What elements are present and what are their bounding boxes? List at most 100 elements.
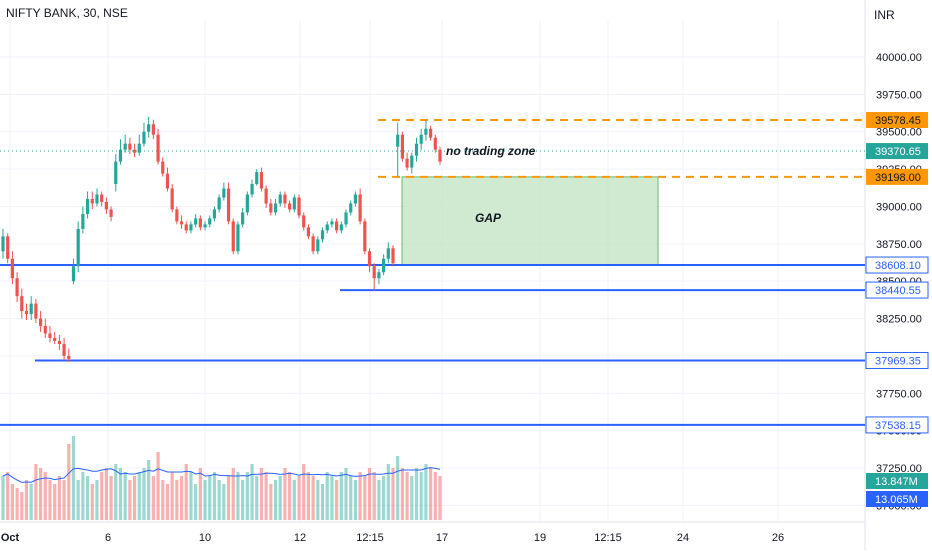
volume-bar: [71, 436, 76, 520]
symbol-title[interactable]: NIFTY BANK, 30, NSE: [6, 6, 128, 20]
volume-bar: [316, 480, 320, 520]
candle-body: [118, 149, 123, 162]
volume-bar: [410, 476, 414, 520]
volume-bar: [15, 488, 19, 520]
volume-bar: [325, 472, 329, 520]
volume-bar: [311, 476, 315, 520]
candle-body: [222, 188, 226, 198]
candle-body: [273, 203, 278, 213]
candle-body: [325, 224, 329, 231]
volume-bar: [142, 468, 146, 520]
volume-bar: [170, 472, 174, 520]
candle-body: [15, 278, 19, 297]
candle-body: [414, 143, 419, 156]
candle-body: [24, 311, 29, 315]
volume-bar: [372, 472, 376, 520]
gap-zone: [401, 176, 659, 266]
volume-bar: [184, 464, 188, 520]
volume-bar: [264, 472, 268, 520]
candle-body: [367, 251, 372, 267]
candle-body: [95, 194, 99, 204]
candle-body: [57, 340, 61, 344]
x-tick-label: 6: [105, 532, 111, 544]
volume-bar: [114, 464, 118, 520]
volume-bar: [81, 472, 85, 520]
candle-body: [245, 194, 249, 213]
volume-bar: [292, 480, 296, 520]
volume-bar: [198, 468, 202, 520]
candle-body: [34, 303, 38, 319]
y-tick-label: 39000.00: [876, 201, 922, 213]
candle-body: [306, 227, 311, 237]
x-tick-label: Oct: [1, 532, 20, 544]
volume-bar: [161, 480, 165, 520]
volume-ma-line: [2, 467, 441, 483]
candle-body: [410, 155, 414, 168]
volume-bar: [386, 464, 390, 520]
price-label-box: [865, 351, 929, 369]
volume-bar: [273, 480, 278, 520]
candle-body: [81, 213, 85, 229]
candle-body: [212, 209, 217, 219]
volume-bar: [85, 476, 90, 520]
volume-bar: [302, 464, 306, 520]
candle-body: [255, 172, 259, 185]
candle-body: [424, 128, 428, 135]
volume-bar: [62, 480, 66, 520]
volume-bar: [377, 480, 381, 520]
y-tick-label: 37750.00: [876, 388, 922, 400]
candle-body: [165, 173, 170, 189]
volume-bar: [38, 468, 43, 520]
volume-bar: [405, 472, 409, 520]
volume-bar: [34, 464, 38, 520]
candle-body: [189, 224, 193, 231]
volume-bar: [278, 476, 282, 520]
volume-bar: [100, 472, 104, 520]
price-label: 39370.65: [875, 146, 921, 158]
price-label-box: [866, 112, 928, 129]
annotation-gap: GAP: [475, 211, 502, 225]
volume-bar: [212, 472, 217, 520]
candle-body: [358, 194, 362, 222]
volume-bar: [217, 480, 221, 520]
candle-body: [48, 333, 52, 338]
volume-bar: [20, 492, 24, 520]
volume-bar: [95, 480, 99, 520]
candle-body: [161, 161, 165, 174]
volume-bar: [424, 464, 428, 520]
candle-body: [292, 197, 296, 210]
volume-bar: [358, 472, 362, 520]
y-tick-label: 37250.00: [876, 463, 922, 475]
candle-body: [132, 149, 137, 153]
candle-body: [6, 236, 10, 259]
x-tick-label: 12:15: [356, 532, 384, 544]
volume-bar: [132, 476, 137, 520]
volume-bar: [231, 468, 235, 520]
candle-body: [67, 355, 71, 359]
candle-body: [391, 248, 395, 264]
volume-bar: [208, 476, 212, 520]
candle-body: [208, 218, 212, 225]
candle-body: [156, 134, 160, 162]
volume-bar: [429, 468, 433, 520]
candle-body: [1, 236, 5, 252]
candle-body: [344, 212, 348, 225]
candle-body: [109, 209, 113, 217]
candle-body: [198, 218, 202, 228]
candle-body: [283, 194, 287, 204]
candle-body: [71, 266, 76, 282]
x-tick-label: 19: [534, 532, 546, 544]
volume-label-box: [866, 473, 928, 489]
volume-bar: [147, 460, 151, 520]
volume-bar: [259, 468, 264, 520]
volume-bar: [179, 476, 184, 520]
candle-body: [264, 188, 268, 204]
volume-bar: [48, 480, 52, 520]
volume-bar: [433, 472, 437, 520]
volume-bar: [118, 468, 123, 520]
volume-bar: [339, 472, 343, 520]
candle-body: [311, 236, 315, 252]
volume-bar: [288, 472, 292, 520]
